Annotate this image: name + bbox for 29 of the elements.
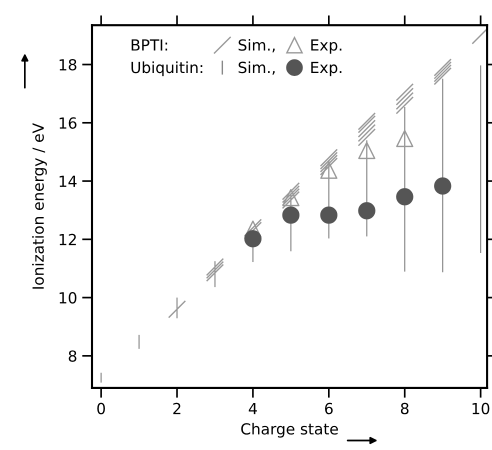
legend-label: Sim., (238, 38, 275, 52)
annotation: Ubiquitin: (132, 61, 202, 76)
y-tick-label: 12 (60, 234, 76, 246)
annotation: BPTI: (132, 39, 168, 51)
point (320, 162, 338, 179)
point (320, 206, 338, 224)
y-tick-label: 16 (60, 117, 76, 129)
x-tick-label: 2 (173, 402, 180, 414)
x-tick-label: 0 (97, 402, 105, 414)
point (282, 206, 300, 224)
x-tick-label: 10 (472, 402, 490, 414)
y-tick-label: 18 (60, 58, 76, 71)
x-tick-label: 6 (325, 402, 333, 414)
legend-label: Sim., (238, 61, 275, 75)
point (396, 130, 414, 148)
y-tick-label: 8 (68, 350, 76, 362)
point (244, 230, 262, 248)
point (434, 177, 452, 195)
legend-label: Exp. (311, 62, 342, 76)
x-axis-title: Charge state (241, 422, 338, 438)
point (358, 142, 376, 160)
x-tick-label: 8 (400, 402, 409, 414)
point (358, 202, 376, 220)
x-tick-label: 4 (248, 402, 257, 414)
y-tick-label: 10 (60, 292, 76, 304)
legend-label: Exp. (311, 39, 342, 54)
y-axis-title: Ionization energy / eV (32, 123, 47, 289)
point (396, 188, 414, 206)
y-tick-label: 14 (60, 176, 77, 187)
